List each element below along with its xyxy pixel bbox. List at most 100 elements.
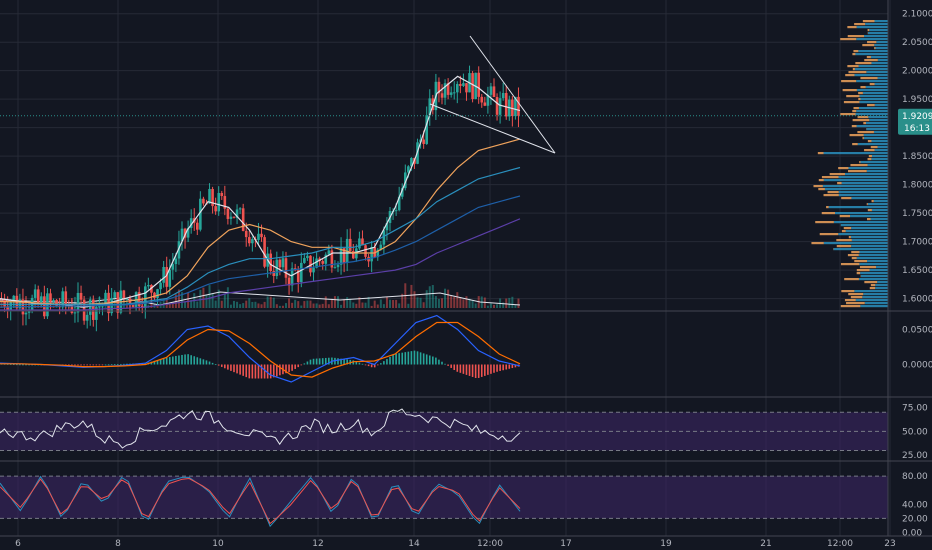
volume-profile-row: [813, 185, 823, 188]
volume-profile-row: [871, 140, 888, 143]
macd-histogram-bar: [162, 358, 165, 365]
volume-bar: [251, 301, 254, 308]
volume-profile-row: [821, 212, 836, 215]
candle: [312, 256, 315, 282]
moving-averages: [0, 75, 521, 311]
macd-histogram-bar: [294, 364, 296, 369]
macd-histogram-bar: [199, 358, 202, 365]
macd-histogram-bar: [260, 364, 263, 379]
volume-profile-row: [860, 272, 888, 275]
volume-profile-row: [855, 53, 888, 56]
volume-profile-row: [873, 131, 888, 134]
volume-profile-row: [876, 41, 888, 44]
candle: [364, 243, 367, 261]
macd-histogram-bar: [92, 364, 95, 366]
macd-histogram-bar: [68, 364, 70, 366]
volume-profile-row: [864, 302, 888, 305]
macd-histogram-bar: [490, 364, 492, 374]
candle: [247, 230, 251, 247]
volume-profile-row: [859, 263, 888, 266]
candle-body: [400, 188, 404, 197]
volume-profile-row: [833, 221, 888, 224]
volume-bar: [257, 303, 260, 308]
macd-histogram-bar: [71, 364, 73, 366]
time-axis[interactable]: 6 8 10 12 14 12:00 17 19 21 12:00 23: [15, 539, 896, 549]
macd-histogram-bar: [178, 355, 180, 365]
candle-body: [336, 264, 340, 268]
macd-histogram-bar: [28, 364, 30, 366]
macd-histogram-bar: [34, 364, 36, 366]
macd-histogram-bar: [422, 353, 425, 365]
candle: [471, 71, 474, 103]
candle: [143, 282, 147, 319]
macd-histogram-bar: [499, 364, 501, 371]
macd-histogram-bar: [309, 359, 312, 365]
candle-body: [284, 258, 288, 278]
volume-profile-row: [839, 215, 851, 218]
volume-profile-row: [843, 101, 860, 104]
volume-bar: [508, 297, 511, 308]
volume-bar: [226, 287, 229, 308]
volume-profile-row: [851, 227, 888, 230]
candle-body: [174, 258, 178, 265]
macd-histogram-bar: [505, 364, 508, 370]
candle: [52, 298, 55, 304]
candle-body: [339, 248, 343, 265]
time-tick-label: 21: [760, 539, 771, 549]
macd-histogram-bar: [83, 364, 85, 366]
candle: [455, 81, 459, 104]
volume-profile-row: [858, 50, 888, 53]
candle-body: [449, 92, 453, 95]
moving-average-line-1: [0, 75, 521, 308]
macd-histogram-bar: [484, 364, 486, 376]
volume-profile-row: [875, 266, 888, 269]
volume-profile-row: [848, 293, 864, 296]
volume-bar: [431, 285, 434, 308]
volume-profile-row: [863, 293, 888, 296]
macd-histogram-bar: [447, 364, 449, 366]
candle-body: [24, 312, 28, 315]
candle: [95, 306, 98, 332]
volume-profile-row: [869, 287, 876, 290]
volume-profile-row: [868, 155, 872, 158]
candle: [85, 310, 89, 329]
stochastic-tick-label: 80.00: [902, 472, 928, 482]
candle-body: [446, 83, 450, 95]
volume-bar: [242, 303, 245, 308]
volume-profile-row: [860, 77, 878, 80]
macd-histogram-bar: [370, 364, 373, 368]
volume-bar: [333, 296, 336, 308]
candle-body: [514, 96, 517, 117]
candle-body: [358, 238, 361, 249]
volume-profile-row: [867, 29, 870, 32]
rsi-tick-label: 25.00: [902, 451, 928, 461]
macd-histogram-bar: [343, 359, 345, 365]
candle: [330, 244, 334, 273]
price-axis[interactable]: 2.10002.05002.00001.95001.90001.85001.80…: [902, 10, 932, 539]
volume-bar: [364, 302, 367, 308]
candle-body: [443, 83, 447, 98]
volume-bar: [327, 304, 330, 308]
price-tick-label: 1.8000: [902, 181, 932, 191]
macd-histogram-bar: [123, 363, 125, 365]
volume-bar: [370, 305, 373, 308]
volume-profile-row: [862, 296, 888, 299]
volume-bar: [340, 304, 343, 308]
candle: [501, 82, 505, 101]
candle: [336, 261, 340, 273]
price-tick-label: 2.0500: [902, 38, 932, 48]
trendlines[interactable]: [0, 35, 888, 154]
volume-profile-row: [847, 35, 865, 38]
candle: [492, 78, 496, 98]
volume-bar: [156, 304, 159, 308]
volume-profile-row: [841, 80, 857, 83]
volume-bar: [349, 298, 352, 308]
macd-histogram-bar: [493, 364, 495, 373]
macd-histogram-bar: [398, 353, 400, 365]
macd-histogram-bar: [202, 359, 205, 365]
candle: [287, 273, 291, 295]
volume-bar: [278, 305, 281, 308]
candle: [290, 262, 294, 292]
